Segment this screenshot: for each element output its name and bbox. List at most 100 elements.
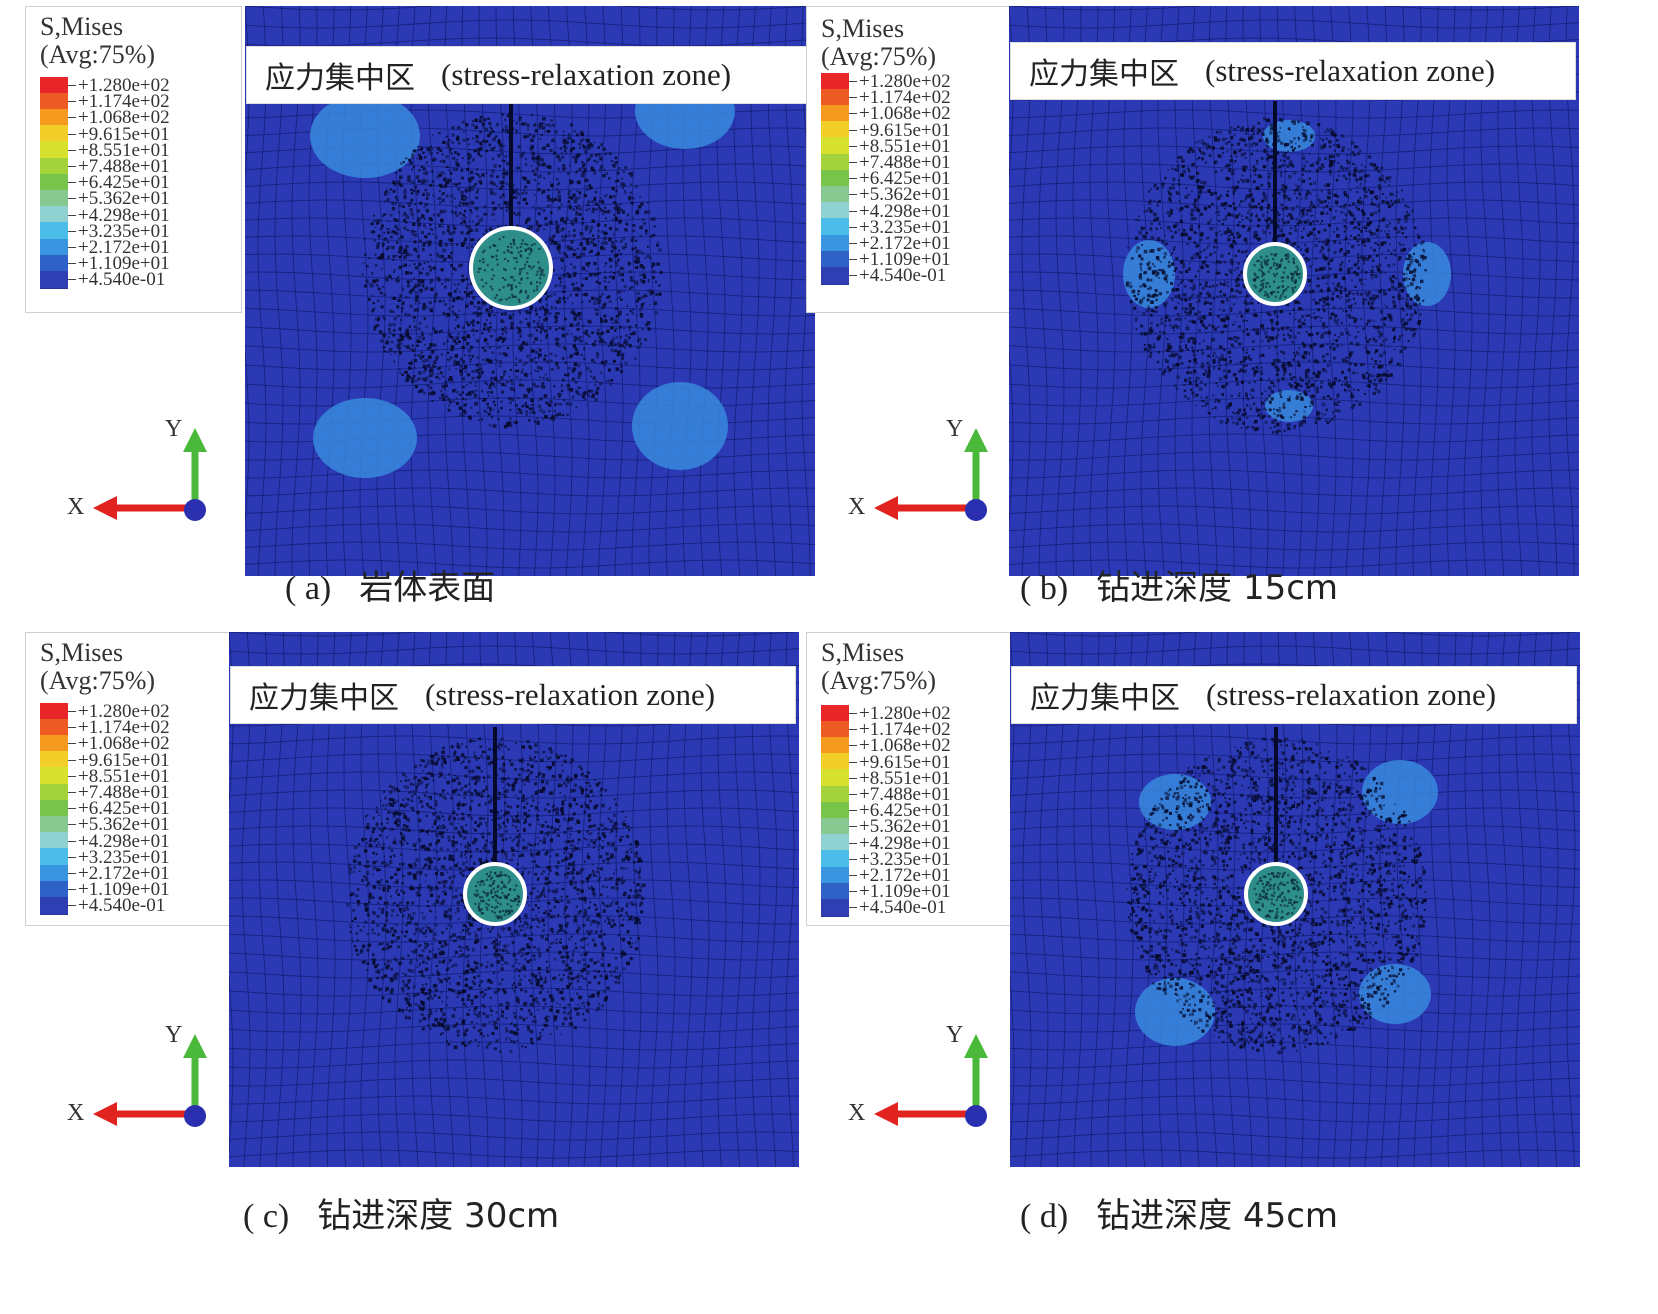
legend-value: +1.280e+02: [78, 701, 170, 722]
legend-value: +4.540e-01: [859, 265, 947, 287]
stress-concentration-patch: [1362, 760, 1438, 824]
zone-label-en: (stress-relaxation zone): [425, 677, 716, 712]
y-axis-arrowhead: [183, 428, 207, 452]
caption-tag: ( a): [285, 570, 332, 607]
borehole-mesh: [473, 871, 521, 920]
legend-entry: +4.540e-01: [40, 895, 166, 917]
legend-value: +9.615e+01: [859, 119, 951, 141]
y-axis-label: Y: [165, 416, 183, 442]
legend-value: +3.235e+01: [78, 220, 170, 242]
legend-entry: +4.540e-01: [821, 265, 947, 287]
zone-label: 应力集中区 (stress-relaxation zone): [1010, 42, 1576, 100]
zone-label-cn: 应力集中区: [265, 61, 415, 96]
legend: S,Mises (Avg:75%) +1.280e+02 +1.174e+02 +1…: [806, 632, 1023, 926]
legend-subtitle: (Avg:75%): [821, 42, 937, 71]
caption-text: 岩体表面: [359, 568, 496, 608]
legend-entry: +5.362e+01: [821, 185, 951, 204]
legend-title: S,Mises: [821, 638, 905, 667]
axis-triad: Y X: [848, 416, 1006, 566]
legend-value: +2.172e+01: [78, 237, 170, 258]
legend-swatch: [821, 898, 849, 917]
x-axis-label: X: [848, 494, 866, 520]
legend-value: +2.172e+01: [859, 233, 951, 254]
legend-entry: +3.235e+01: [40, 846, 170, 868]
legend-value: +7.488e+01: [859, 784, 951, 805]
caption-c: ( c) 钻进深度 30cm: [243, 1188, 559, 1237]
stress-concentration-patch: [310, 94, 420, 178]
stress-contour-plot: [1009, 6, 1579, 576]
legend-value: +1.068e+02: [859, 735, 951, 757]
legend-entry: +9.615e+01: [821, 753, 951, 772]
x-axis-arrowhead: [874, 496, 898, 520]
stress-concentration-patch: [1139, 774, 1211, 830]
legend-value: +1.174e+02: [859, 87, 951, 109]
legend-value: +4.540e-01: [78, 269, 166, 291]
legend-entry: +1.068e+02: [40, 734, 170, 753]
zone-label-cn: 应力集中区: [249, 681, 399, 716]
axis-triad: Y X: [848, 1022, 1006, 1172]
legend-entry: +9.615e+01: [40, 749, 170, 771]
legend-entry: +1.280e+02: [821, 72, 951, 91]
axis-triad: Y X: [67, 416, 225, 566]
axis-origin: [184, 499, 206, 521]
legend: S,Mises (Avg:75%) +1.280e+02 +1.174e+02 +1…: [25, 6, 242, 313]
legend-value: +6.425e+01: [78, 172, 170, 194]
legend-subtitle: (Avg:75%): [821, 666, 937, 695]
legend-entry: +1.068e+02: [821, 735, 951, 757]
x-axis-label: X: [67, 1100, 85, 1126]
legend-entry: +1.109e+01: [40, 880, 170, 899]
borehole-mesh: [1253, 871, 1302, 920]
stress-concentration-patch: [1135, 978, 1215, 1046]
legend-value: +1.174e+02: [78, 717, 170, 739]
borehole-mesh: [477, 235, 545, 303]
y-axis-label: Y: [946, 1022, 964, 1048]
refined-mesh-zone: [1126, 737, 1427, 1055]
legend-title: S,Mises: [40, 12, 124, 41]
stress-concentration-patch: [1403, 242, 1451, 306]
axis-origin: [184, 1105, 206, 1127]
panel-a: S,Mises (Avg:75%) +1.280e+02 +1.174e+02 +1…: [25, 6, 825, 576]
caption-text: 钻进深度 15cm: [1096, 568, 1339, 608]
zone-label: 应力集中区 (stress-relaxation zone): [1011, 666, 1577, 724]
stress-concentration-patch: [1123, 240, 1175, 308]
legend-entry: +1.174e+02: [40, 92, 170, 111]
legend-entry: +1.109e+01: [821, 881, 951, 903]
legend-entry: +5.362e+01: [40, 814, 170, 836]
zone-label-en: (stress-relaxation zone): [1206, 677, 1497, 712]
legend-value: +1.280e+02: [78, 75, 170, 96]
legend-value: +7.488e+01: [859, 152, 951, 173]
legend-value: +2.172e+01: [859, 865, 951, 886]
legend-entry: +1.280e+02: [40, 75, 170, 96]
legend-entry: +3.235e+01: [821, 218, 951, 237]
zone-label-cn: 应力集中区: [1030, 681, 1180, 716]
legend-value: +4.540e-01: [78, 895, 166, 917]
legend-value: +1.174e+02: [859, 719, 951, 741]
legend-entry: +1.109e+01: [40, 254, 170, 273]
axis-origin: [965, 499, 987, 521]
stress-concentration-patch: [1359, 964, 1431, 1024]
y-axis-arrowhead: [964, 1034, 988, 1058]
legend-value: +5.362e+01: [78, 814, 170, 836]
legend-subtitle: (Avg:75%): [40, 666, 156, 695]
legend-value: +5.362e+01: [78, 188, 170, 210]
caption-d: ( d) 钻进深度 45cm: [1020, 1188, 1338, 1237]
axis-triad: Y X: [67, 1022, 225, 1172]
mesh-field: 应力集中区 (stress-relaxation zone): [245, 6, 815, 576]
legend-entry: +6.425e+01: [821, 168, 951, 190]
legend-value: +1.068e+02: [78, 107, 170, 129]
legend-entry: +4.298e+01: [40, 206, 170, 225]
legend-value: +8.551e+01: [78, 139, 170, 161]
legend-value: +6.425e+01: [859, 168, 951, 190]
y-axis-label: Y: [165, 1022, 183, 1048]
legend-value: +3.235e+01: [78, 846, 170, 868]
legend-entry: +7.488e+01: [821, 784, 951, 805]
legend-value: +1.109e+01: [859, 881, 951, 903]
legend-value: +9.615e+01: [78, 123, 170, 145]
legend-entry: +2.172e+01: [40, 237, 170, 258]
legend-entry: +6.425e+01: [40, 172, 170, 194]
legend-entry: +4.540e-01: [40, 269, 166, 291]
x-axis-label: X: [67, 494, 85, 520]
legend-value: +9.615e+01: [78, 749, 170, 771]
legend-value: +1.280e+02: [859, 703, 951, 724]
caption-b: ( b) 钻进深度 15cm: [1020, 560, 1338, 609]
